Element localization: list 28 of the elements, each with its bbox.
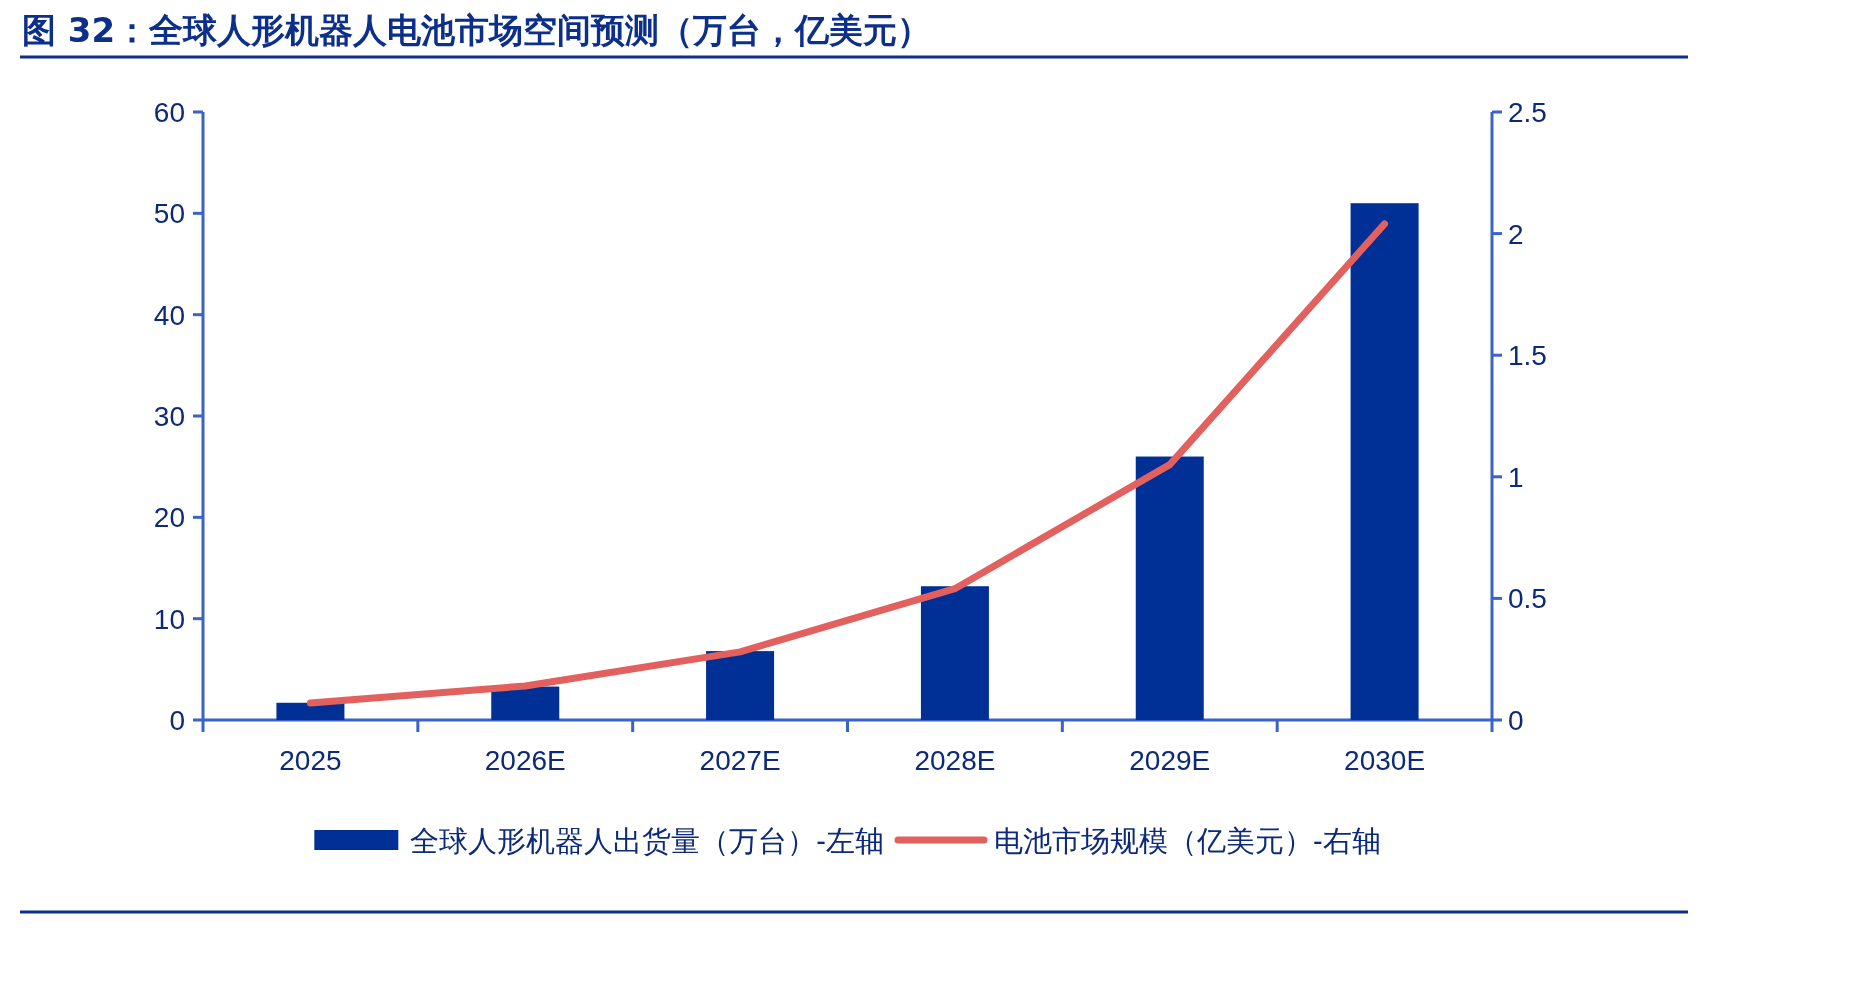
y2-tick-label: 2.5 (1508, 97, 1547, 128)
x-tick-label: 2029E (1129, 745, 1211, 776)
x-tick-label: 2026E (484, 745, 566, 776)
y-tick-label: 10 (153, 603, 185, 635)
y2-tick-label: 1.5 (1508, 340, 1547, 372)
bar (920, 586, 989, 720)
y-tick-label: 30 (153, 401, 185, 432)
legend-label: 全球人形机器人出货量（万台）-左轴 (410, 825, 884, 857)
y-tick-label: 50 (153, 198, 185, 230)
y-tick-label: 40 (153, 299, 185, 331)
legend-label: 电池市场规模（亿美元）-右轴 (994, 825, 1381, 857)
bar (276, 702, 345, 720)
y-tick-label: 60 (153, 97, 185, 128)
bar (1135, 456, 1204, 720)
bar (1350, 203, 1419, 720)
y2-tick-label: 0 (1508, 705, 1524, 736)
bar (706, 651, 775, 720)
x-tick-label: 2028E (914, 745, 996, 776)
y-tick-label: 20 (153, 502, 185, 534)
y-tick-label: 0 (169, 705, 185, 736)
x-tick-label: 2025 (279, 745, 342, 776)
x-tick-label: 2030E (1344, 745, 1426, 776)
y2-tick-label: 2 (1508, 218, 1524, 250)
y2-tick-label: 1 (1508, 461, 1524, 493)
y2-tick-label: 0.5 (1508, 583, 1547, 615)
x-tick-label: 2027E (699, 745, 781, 776)
bar (491, 686, 560, 720)
chart-title: 图 32：全球人形机器人电池市场空间预测（万台，亿美元） (22, 10, 932, 50)
